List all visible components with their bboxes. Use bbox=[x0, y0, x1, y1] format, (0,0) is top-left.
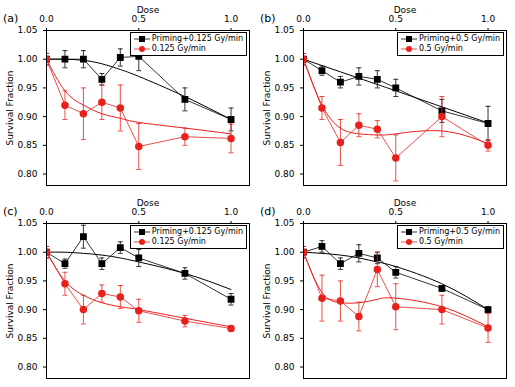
svg-text:1.0: 1.0 bbox=[481, 207, 496, 217]
svg-text:0.80: 0.80 bbox=[274, 362, 294, 372]
svg-text:Dose: Dose bbox=[137, 5, 160, 15]
svg-text:0.0: 0.0 bbox=[296, 207, 311, 217]
html-text:Priming+0.5 Gy/min: Priming+0.5 Gy/min bbox=[419, 227, 500, 236]
svg-text:Survival Fraction: Survival Fraction bbox=[262, 263, 272, 338]
svg-text:Dose: Dose bbox=[394, 198, 417, 208]
svg-text:0.90: 0.90 bbox=[274, 304, 294, 314]
html-text:Priming+0.125 Gy/min: Priming+0.125 Gy/min bbox=[151, 34, 243, 43]
svg-text:1.00: 1.00 bbox=[274, 54, 294, 64]
svg-text:Survival Fraction: Survival Fraction bbox=[5, 263, 15, 338]
svg-text:0.5: 0.5 bbox=[132, 14, 146, 24]
svg-text:1.00: 1.00 bbox=[274, 247, 294, 257]
svg-text:0.80: 0.80 bbox=[17, 169, 37, 179]
svg-text:Survival Fraction: Survival Fraction bbox=[5, 70, 15, 145]
svg-text:0.85: 0.85 bbox=[274, 333, 294, 343]
svg-text:1.05: 1.05 bbox=[17, 25, 37, 35]
svg-text:0.85: 0.85 bbox=[274, 140, 294, 150]
svg-text:0.5: 0.5 bbox=[132, 207, 146, 217]
html-text:(c): (c) bbox=[3, 205, 18, 218]
html-text:0.125 Gy/min: 0.125 Gy/min bbox=[151, 44, 206, 53]
svg-text:Dose: Dose bbox=[137, 198, 160, 208]
svg-text:0.95: 0.95 bbox=[17, 83, 37, 93]
svg-text:Survival Fraction: Survival Fraction bbox=[262, 70, 272, 145]
html-text:(d): (d) bbox=[260, 205, 276, 218]
svg-text:0.85: 0.85 bbox=[17, 140, 37, 150]
svg-text:1.0: 1.0 bbox=[224, 207, 239, 217]
html-text:(b): (b) bbox=[260, 12, 276, 25]
svg-text:1.05: 1.05 bbox=[274, 25, 294, 35]
svg-text:0.0: 0.0 bbox=[39, 207, 54, 217]
html-text:0.5 Gy/min: 0.5 Gy/min bbox=[419, 44, 463, 53]
svg-text:0.0: 0.0 bbox=[39, 14, 54, 24]
svg-text:0.80: 0.80 bbox=[17, 362, 37, 372]
html-text:0.125 Gy/min: 0.125 Gy/min bbox=[151, 237, 206, 246]
svg-text:0.95: 0.95 bbox=[17, 276, 37, 286]
svg-text:0.95: 0.95 bbox=[274, 276, 294, 286]
svg-text:1.00: 1.00 bbox=[17, 54, 37, 64]
svg-text:0.5: 0.5 bbox=[389, 207, 403, 217]
svg-text:0.0: 0.0 bbox=[296, 14, 311, 24]
svg-text:0.90: 0.90 bbox=[274, 111, 294, 121]
svg-text:0.80: 0.80 bbox=[274, 169, 294, 179]
html-text:Priming+0.5 Gy/min: Priming+0.5 Gy/min bbox=[419, 34, 500, 43]
svg-text:0.90: 0.90 bbox=[17, 111, 37, 121]
svg-text:0.85: 0.85 bbox=[17, 333, 37, 343]
svg-text:1.0: 1.0 bbox=[481, 14, 496, 24]
html-text:0.5 Gy/min: 0.5 Gy/min bbox=[419, 237, 463, 246]
svg-text:0.90: 0.90 bbox=[17, 304, 37, 314]
svg-text:1.05: 1.05 bbox=[17, 218, 37, 228]
html-text:(a): (a) bbox=[3, 12, 19, 25]
svg-text:Dose: Dose bbox=[394, 5, 417, 15]
svg-text:1.00: 1.00 bbox=[17, 247, 37, 257]
svg-text:1.05: 1.05 bbox=[274, 218, 294, 228]
svg-text:0.5: 0.5 bbox=[389, 14, 403, 24]
svg-text:0.95: 0.95 bbox=[274, 83, 294, 93]
svg-text:1.0: 1.0 bbox=[224, 14, 239, 24]
html-text:Priming+0.125 Gy/min: Priming+0.125 Gy/min bbox=[151, 227, 243, 236]
